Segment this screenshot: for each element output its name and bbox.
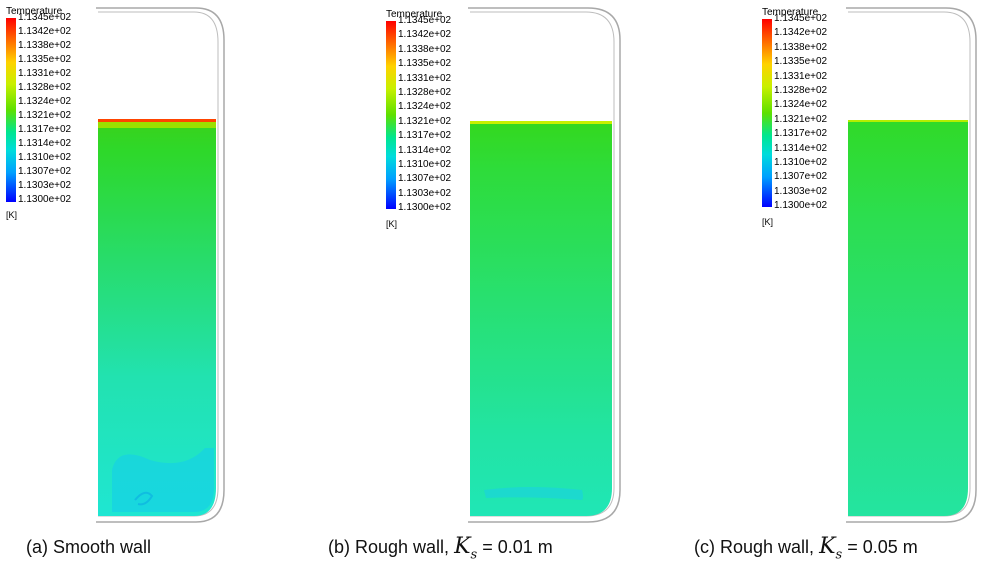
warm-surface-band xyxy=(98,122,216,128)
legend-tick: 1.1310e+02 xyxy=(774,157,828,168)
liquid-region xyxy=(98,120,216,516)
legend-tick: 1.1335e+02 xyxy=(18,54,72,65)
legend-tick: 1.1307e+02 xyxy=(774,171,828,183)
surface-band xyxy=(848,120,968,122)
vessel-outline xyxy=(468,7,621,523)
legend-tick: 1.1314e+02 xyxy=(774,142,828,154)
legend-tick: 1.1321e+02 xyxy=(774,113,828,125)
legend-tick: 1.1324e+02 xyxy=(774,99,828,111)
legend-tick: 1.1331e+02 xyxy=(774,70,828,82)
caption-b-prefix: (b) Rough wall, xyxy=(328,537,450,557)
panel-rough-wall-005: Temperature 1.1345e+02 1.1342e+02 1.1338… xyxy=(660,0,984,569)
legend-unit: [K] xyxy=(762,217,774,227)
liquid-region xyxy=(848,121,968,516)
vessel-inner-wall xyxy=(848,11,971,517)
legend-tick: 1.1331e+02 xyxy=(18,68,72,79)
legend-tick: 1.1328e+02 xyxy=(774,85,828,96)
legend-tick: 1.1328e+02 xyxy=(398,87,452,98)
caption-b: (b) Rough wall, Ks = 0.01 m xyxy=(328,536,553,566)
vessel-inner-wall xyxy=(98,11,219,517)
ks-symbol: Ks xyxy=(454,534,478,563)
legend-tick: 1.1345e+02 xyxy=(18,12,72,23)
legend-unit: [K] xyxy=(6,210,18,220)
panel-smooth-wall: Temperature 1.1345e+02 1.1342e+02 1.1338… xyxy=(0,0,330,569)
legend-tick: 1.1314e+02 xyxy=(18,138,72,149)
legend-tick: 1.1324e+02 xyxy=(398,101,452,113)
ks-symbol: Ks xyxy=(819,534,843,563)
vessel-outline xyxy=(846,7,977,523)
legend-tick: 1.1303e+02 xyxy=(18,180,72,191)
legend-tick: 1.1317e+02 xyxy=(398,130,452,142)
legend-tick: 1.1300e+02 xyxy=(398,202,452,214)
cold-bottom-streak xyxy=(484,487,583,500)
legend-tick: 1.1328e+02 xyxy=(18,82,72,93)
legend-tick: 1.1335e+02 xyxy=(774,56,828,68)
legend-tick: 1.1342e+02 xyxy=(398,29,452,41)
legend-tick: 1.1307e+02 xyxy=(18,166,72,177)
legend-tick: 1.1324e+02 xyxy=(18,96,72,107)
vessel-inner-wall xyxy=(470,11,615,517)
caption-c: (c) Rough wall, Ks = 0.05 m xyxy=(694,536,918,566)
legend-tick: 1.1321e+02 xyxy=(18,110,72,121)
caption-a: (a) Smooth wall xyxy=(26,537,152,557)
legend-tick: 1.1331e+02 xyxy=(398,72,452,84)
caption-c-prefix: (c) Rough wall, xyxy=(694,537,815,557)
legend-c: Temperature 1.1345e+02 1.1342e+02 1.1338… xyxy=(762,7,827,229)
legend-tick: 1.1303e+02 xyxy=(398,187,452,199)
legend-tick: 1.1303e+02 xyxy=(774,185,828,197)
legend-tick: 1.1342e+02 xyxy=(18,26,72,37)
legend-tick: 1.1321e+02 xyxy=(398,115,452,127)
surface-band xyxy=(470,121,612,124)
legend-tick: 1.1338e+02 xyxy=(774,41,828,53)
caption-c-value: = 0.05 m xyxy=(847,537,918,557)
legend-tick: 1.1345e+02 xyxy=(774,13,828,24)
colorbar xyxy=(386,21,396,209)
legend-tick: 1.1317e+02 xyxy=(18,124,72,135)
panel-rough-wall-001: Temperature 1.1345e+02 1.1342e+02 1.1338… xyxy=(328,0,660,569)
legend-b: Temperature 1.1345e+02 1.1342e+02 1.1338… xyxy=(386,9,451,231)
hot-surface-band xyxy=(98,119,216,122)
vessel-outline xyxy=(96,7,225,523)
vessel-rough-wall-005 xyxy=(846,7,977,523)
legend-tick: 1.1338e+02 xyxy=(18,40,72,51)
legend-title: Temperature xyxy=(762,7,819,18)
liquid-region xyxy=(470,122,612,516)
legend-tick: 1.1300e+02 xyxy=(774,200,828,212)
vessel-smooth-wall xyxy=(96,7,225,523)
caption-b-value: = 0.01 m xyxy=(482,537,553,557)
colorbar xyxy=(762,19,772,207)
legend-tick: 1.1317e+02 xyxy=(774,128,828,140)
colorbar xyxy=(6,18,16,202)
vessel-rough-wall-001 xyxy=(468,7,621,523)
legend-tick: 1.1310e+02 xyxy=(18,152,72,163)
legend-tick: 1.1335e+02 xyxy=(398,58,452,70)
legend-tick: 1.1342e+02 xyxy=(774,27,828,39)
legend-a: Temperature 1.1345e+02 1.1342e+02 1.1338… xyxy=(6,6,71,223)
legend-tick: 1.1345e+02 xyxy=(398,15,452,26)
legend-tick: 1.1310e+02 xyxy=(398,159,452,170)
legend-title: Temperature xyxy=(386,9,443,20)
legend-tick: 1.1338e+02 xyxy=(398,43,452,55)
legend-tick: 1.1300e+02 xyxy=(18,194,72,205)
cold-eddy xyxy=(134,491,154,506)
legend-tick: 1.1307e+02 xyxy=(398,173,452,185)
legend-title: Temperature xyxy=(6,6,63,17)
legend-unit: [K] xyxy=(386,219,398,229)
legend-tick: 1.1314e+02 xyxy=(398,144,452,156)
